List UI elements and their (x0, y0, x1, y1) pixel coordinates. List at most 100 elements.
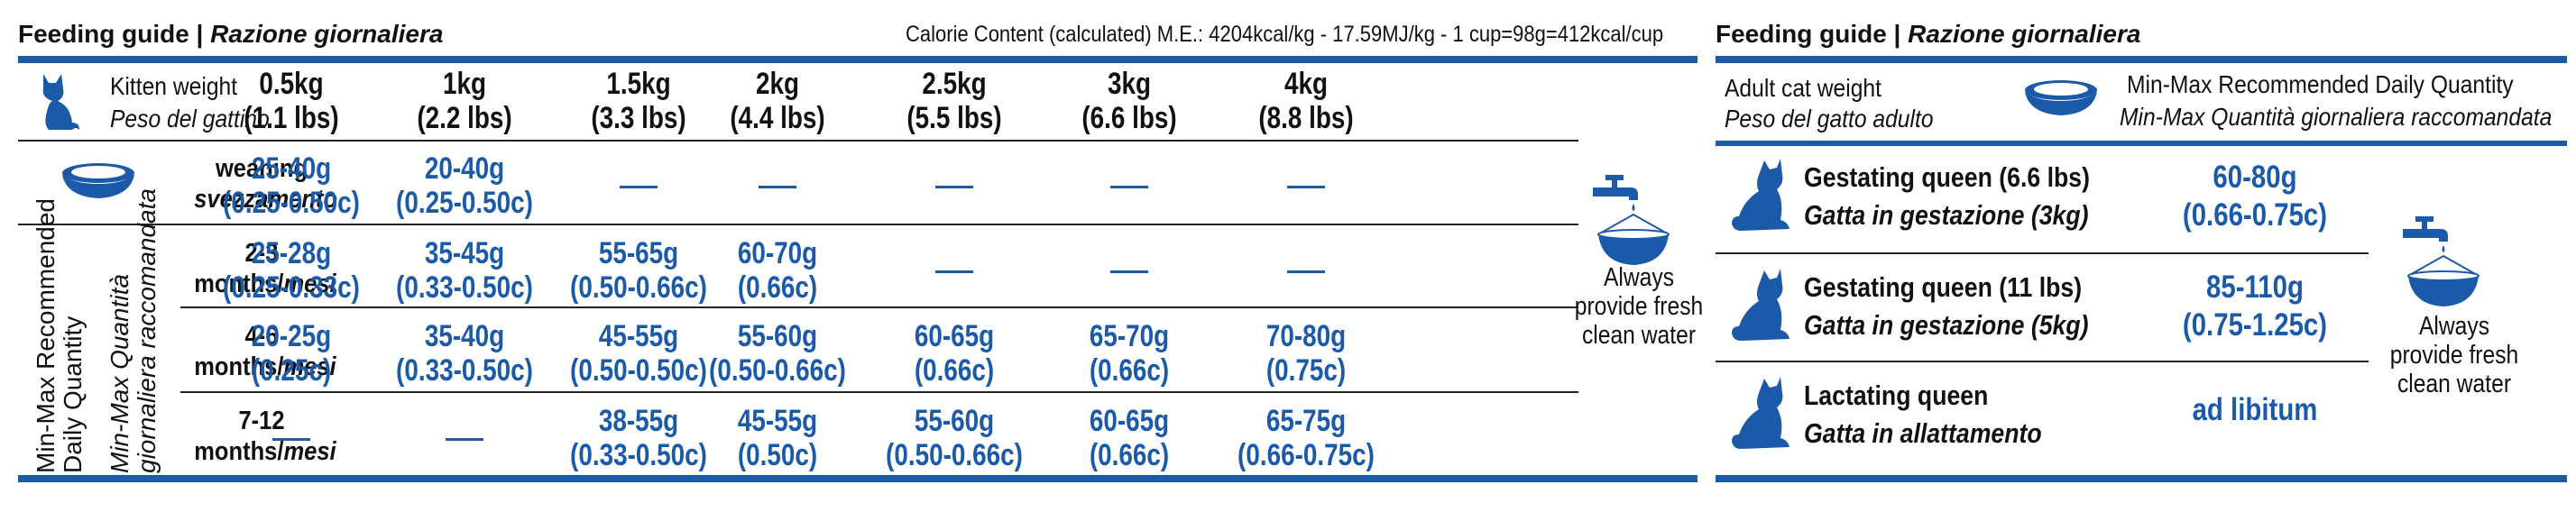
row-divider-1 (18, 224, 1578, 225)
empty-dash (1287, 270, 1325, 273)
row-label-mesi: mesi (283, 437, 336, 466)
kitten-weight-label-it: Peso del gattino (110, 105, 270, 133)
water-line-3-right: clean water (2397, 370, 2512, 398)
quantity-grams: 65-70g (1089, 319, 1170, 353)
adult-weight-label-it-text: Peso del gatto adulto (1725, 105, 1934, 133)
quantity-cell: 70-80g (0.75c) (1225, 319, 1387, 388)
quantity-grams: 60-65g (914, 319, 995, 353)
quantity-cell: 55-60g (0.50-0.66c) (696, 319, 859, 388)
weight-lbs: (8.8 lbs) (1258, 101, 1354, 135)
faucet-icon (1593, 175, 1670, 265)
row-label: 4-6 months/mesi (194, 321, 336, 382)
quantity-cell: 20-40g (0.25-0.50c) (383, 151, 546, 220)
quantity-cups: (0.50-0.50c) (570, 353, 707, 388)
quantity-cups: (0.66c) (737, 270, 818, 305)
left-top-bar (18, 56, 1697, 63)
water-line-2-right: provide fresh (2389, 341, 2519, 370)
header-divider (18, 140, 1578, 142)
adult-row-label-it-text: Gatta in gestazione (3kg) (1804, 199, 2089, 231)
row-label-months: months/ (194, 437, 284, 466)
weight-kg: 1.5kg (606, 67, 671, 101)
adult-row-label-it-text: Gatta in gestazione (5kg) (1804, 309, 2089, 341)
quantity-cell: 65-75g (0.66-0.75c) (1225, 404, 1387, 472)
quantity-cups: (0.25-0.33c) (223, 270, 360, 305)
weight-lbs: (3.3 lbs) (591, 101, 686, 135)
weight-kg: 2kg (755, 67, 800, 101)
quantity-grams: 70-80g (1265, 319, 1347, 353)
quantity-cups: (0.33-0.50c) (396, 353, 533, 388)
side-label-en-1: Min-Max Recommended (32, 198, 60, 473)
row-label-1: weaning (215, 154, 308, 183)
adult-quantity-cups: (0.66-0.75c) (2182, 197, 2328, 233)
qty-label-it: Min-Max Quantità giornaliera raccomandat… (2120, 103, 2552, 132)
quantity-cups: (0.75c) (1265, 353, 1347, 388)
quantity-cups: (0.25c) (251, 353, 332, 388)
empty-dash (759, 186, 796, 188)
row-label-months: months/ (194, 352, 284, 381)
empty-dash (1110, 270, 1148, 273)
quantity-cell: 45-55g (0.50c) (696, 404, 859, 472)
adult-row-label-en: Lactating queen (1804, 379, 1989, 411)
quantity-cell: 55-65g (0.50-0.66c) (557, 236, 720, 305)
row-label-2: months/mesi (194, 269, 336, 299)
quantity-cell: 60-65g (0.66c) (1048, 404, 1210, 472)
row-label-2: months/mesi (194, 352, 336, 382)
empty-dash (272, 438, 310, 441)
quantity-grams: 55-65g (598, 236, 679, 270)
quantity-grams: 25-28g (251, 236, 332, 270)
row-divider-3 (180, 391, 1578, 393)
empty-dash (1287, 186, 1325, 188)
right-top-bar (1716, 56, 2567, 63)
row-label: 2-3 months/mesi (194, 238, 336, 299)
quantity-grams: 55-60g (737, 319, 818, 353)
water-note-right: Always provide fresh clean water (2389, 312, 2520, 398)
weight-kg: 0.5kg (259, 67, 324, 101)
row-label: weaning svezzamento (194, 153, 337, 215)
quantity-cell: 35-40g (0.33-0.50c) (383, 319, 546, 388)
quantity-cell: 45-55g (0.50-0.50c) (557, 319, 720, 388)
quantity-grams: 35-40g (424, 319, 505, 353)
side-label-en: Min-Max Recommended Daily Quantity (32, 198, 87, 473)
quantity-cups: (0.66-0.75c) (1237, 438, 1375, 472)
quantity-cups: (0.66c) (1089, 353, 1170, 388)
quantity-grams: 60-70g (737, 236, 818, 270)
right-row-divider-2 (1716, 361, 2369, 362)
quantity-grams: 45-55g (598, 319, 679, 353)
adult-quantity-grams: 60-80g (2213, 160, 2297, 195)
weight-lbs: (4.4 lbs) (730, 101, 825, 135)
row-label-months: months/ (194, 270, 284, 298)
quantity-cups: (0.33-0.50c) (570, 438, 707, 472)
water-line-2: provide fresh (1574, 292, 1704, 321)
row-label-mesi: mesi (283, 270, 336, 298)
adult-quantity: ad libitum (2172, 391, 2339, 429)
right-title: Feeding guide | Razione giornaliera (1716, 20, 2140, 49)
weight-header: 4kg (8.8 lbs) (1225, 67, 1387, 135)
adult-weight-label-it: Peso del gatto adulto (1725, 105, 1934, 133)
weight-lbs: (1.1 lbs) (244, 101, 339, 135)
quantity-cell: 25-40g (0.25-0.50c) (210, 151, 373, 220)
adult-row-label: Lactating queen Gatta in allattamento (1804, 377, 2042, 453)
adult-row-label-it: Gatta in allattamento (1804, 415, 2042, 453)
row-label-2: months/mesi (194, 436, 336, 467)
adult-quantity-grams: 85-110g (2206, 270, 2304, 305)
empty-dash (935, 270, 973, 273)
row-label-1: 2-3 (244, 239, 279, 268)
bowl-icon-right (2025, 80, 2097, 115)
empty-dash (620, 186, 658, 188)
quantity-cups: (0.25-0.50c) (396, 186, 533, 220)
bowl-icon (62, 163, 134, 198)
adult-row-label-en: Gestating queen (6.6 lbs) (1804, 161, 2091, 193)
water-note-left: Always provide fresh clean water (1574, 263, 1705, 350)
left-title: Feeding guide | Razione giornaliera (18, 20, 443, 49)
weight-kg: 4kg (1283, 67, 1329, 101)
adult-quantity-grams: ad libitum (2192, 392, 2318, 427)
quantity-cups: (0.50c) (737, 438, 818, 472)
weight-header: 2kg (4.4 lbs) (696, 67, 859, 135)
quantity-cups: (0.50-0.66c) (886, 438, 1023, 472)
side-label-it-1: Min-Max Quantità (106, 239, 133, 473)
quantity-grams: 65-75g (1265, 404, 1347, 438)
weight-lbs: (5.5 lbs) (906, 101, 1002, 135)
cat-sitting-icon (1732, 159, 1789, 231)
kitten-weight-label: Kitten weight (110, 72, 238, 100)
row-label-2-it: svezzamento (194, 185, 338, 214)
